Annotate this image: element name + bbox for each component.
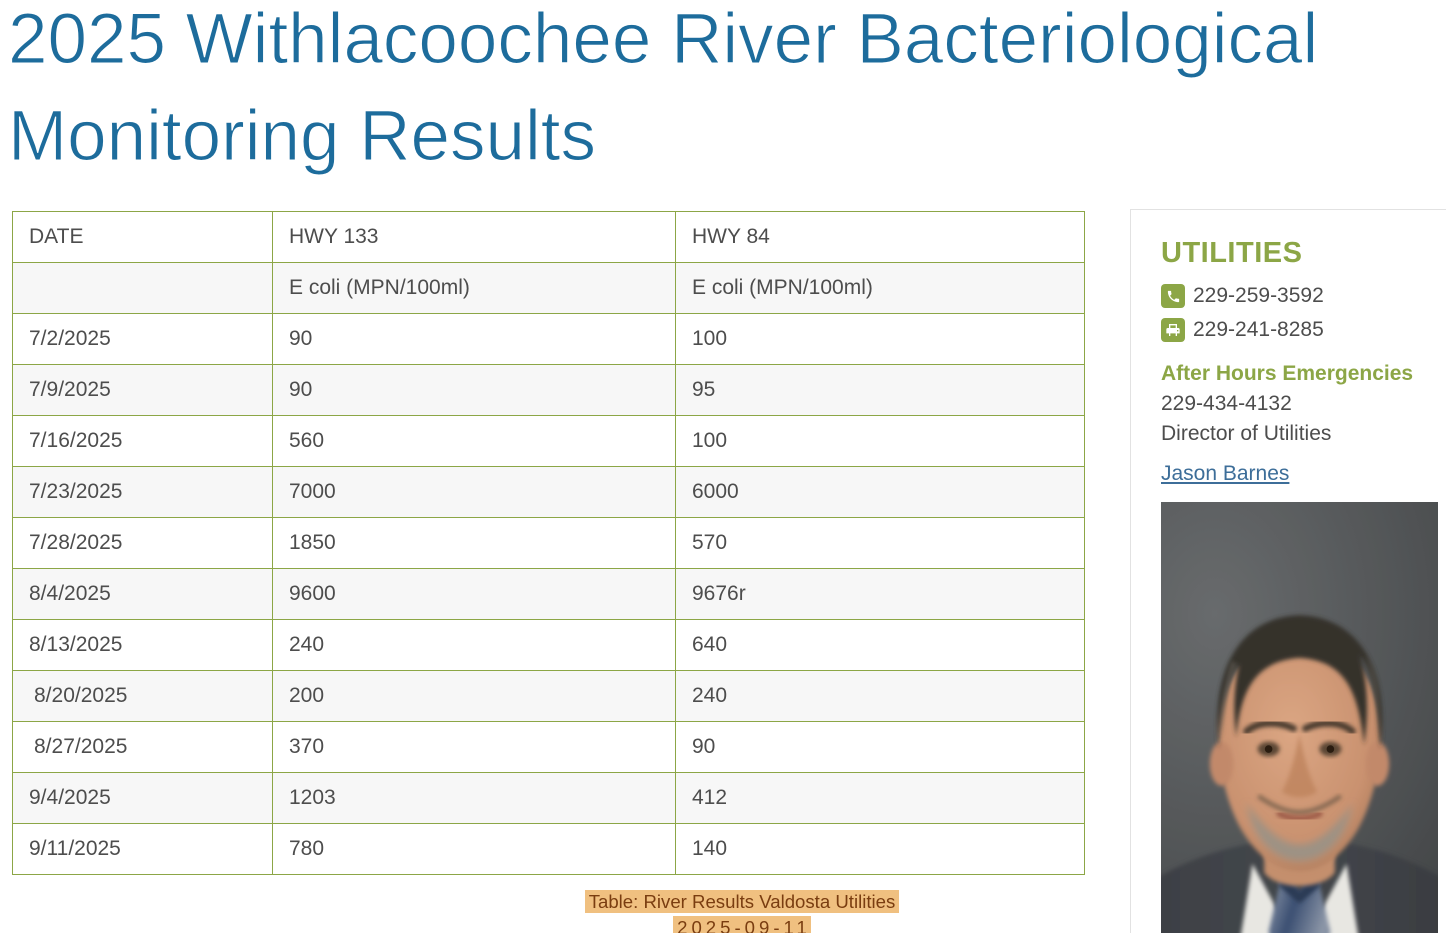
svg-text:Monitoring Results: Monitoring Results: [8, 97, 596, 176]
svg-text:2025 Withlacoochee River Bacte: 2025 Withlacoochee River Bacteriological: [8, 0, 1318, 79]
